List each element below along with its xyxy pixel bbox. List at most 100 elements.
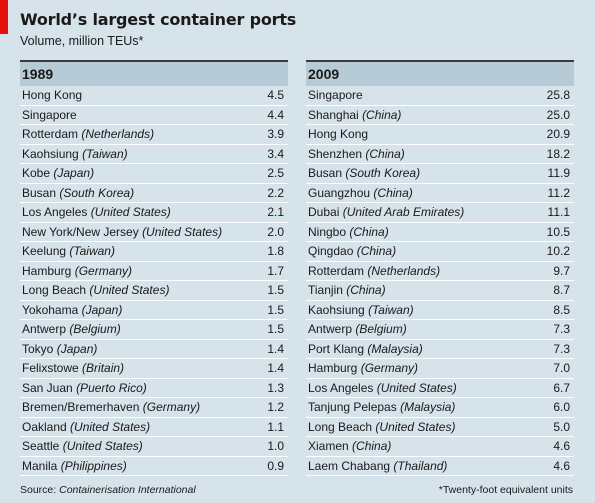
port-volume: 9.7 xyxy=(553,263,570,278)
port-name: Busan xyxy=(22,185,57,200)
table-row: Oakland (United States) 1.1 xyxy=(20,418,288,437)
port-name: Busan xyxy=(308,166,343,180)
port-name: Kaohsiung xyxy=(22,146,79,161)
table-row: Long Beach (United States) 1.5 xyxy=(20,281,288,301)
port-country: (China) xyxy=(365,146,405,161)
table-header: 2009 xyxy=(306,60,574,86)
source-note: Source: Containerisation International xyxy=(20,484,196,496)
port-name: Singapore xyxy=(22,107,77,122)
port-country: (Taiwan) xyxy=(82,146,128,161)
table-row: Xiamen (China) 4.6 xyxy=(306,437,574,457)
port-country: (United States) xyxy=(375,419,456,434)
port-volume: 0.9 xyxy=(267,458,284,473)
port-volume: 11.1 xyxy=(547,205,570,219)
port-country: (United States) xyxy=(142,224,223,239)
table-row: Tianjin (China) 8.7 xyxy=(306,281,574,301)
port-name: Seattle xyxy=(22,439,60,453)
port-name: Rotterdam xyxy=(308,263,365,278)
table-row: Long Beach (United States) 5.0 xyxy=(306,418,574,437)
port-name: Antwerp xyxy=(22,322,67,336)
footnote: *Twenty-foot equivalent units xyxy=(438,484,573,496)
port-volume: 1.5 xyxy=(267,302,284,317)
table-row: Rotterdam (Netherlands) 9.7 xyxy=(306,262,574,281)
port-country: (Netherlands) xyxy=(367,263,441,278)
table-header: 1989 xyxy=(20,60,288,86)
port-volume: 18.2 xyxy=(546,146,570,161)
port-name: Guangzhou xyxy=(308,185,371,200)
port-volume: 1.4 xyxy=(267,341,284,356)
port-volume: 4.4 xyxy=(267,107,284,122)
port-volume: 2.0 xyxy=(267,224,284,239)
port-country: (United States) xyxy=(376,380,457,395)
port-volume: 8.7 xyxy=(553,283,570,297)
port-country: (Philippines) xyxy=(60,458,127,473)
port-country: (China) xyxy=(362,107,402,122)
port-name: Singapore xyxy=(308,88,363,102)
port-volume: 2.5 xyxy=(267,166,284,180)
table-row: Manila (Philippines) 0.9 xyxy=(20,457,288,476)
port-country: (China) xyxy=(346,283,386,297)
table-row: Qingdao (China) 10.2 xyxy=(306,242,574,262)
table-row: Laem Chabang (Thailand) 4.6 xyxy=(306,457,574,476)
table-row: Kaohsiung (Taiwan) 8.5 xyxy=(306,301,574,320)
table-row: Kobe (Japan) 2.5 xyxy=(20,164,288,184)
port-volume: 1.5 xyxy=(267,283,284,297)
port-name: Xiamen xyxy=(308,439,349,453)
port-name: Los Angeles xyxy=(22,205,88,219)
table-row: Ningbo (China) 10.5 xyxy=(306,223,574,242)
port-volume: 4.6 xyxy=(553,458,570,473)
port-name: Keelung xyxy=(22,244,67,258)
table-row: Rotterdam (Netherlands) 3.9 xyxy=(20,125,288,145)
table-row: Hamburg (Germany) 1.7 xyxy=(20,262,288,281)
port-name: Hamburg xyxy=(308,361,358,375)
table-row: Dubai (United Arab Emirates) 11.1 xyxy=(306,203,574,223)
port-country: (Netherlands) xyxy=(81,127,155,141)
chart-subtitle: Volume, million TEUs* xyxy=(20,34,144,48)
table-row: Antwerp (Belgium) 1.5 xyxy=(20,320,288,340)
port-country: (Thailand) xyxy=(393,458,448,473)
port-name: Kaohsiung xyxy=(308,302,365,317)
port-volume: 7.3 xyxy=(553,341,570,356)
brand-tab xyxy=(0,0,8,34)
table-row: New York/New Jersey (United States) 2.0 xyxy=(20,223,288,242)
port-name: Ningbo xyxy=(308,224,347,239)
port-volume: 7.0 xyxy=(553,361,570,375)
port-name: San Juan xyxy=(22,380,73,395)
port-country: (United Arab Emirates) xyxy=(342,205,465,219)
table-row: Shenzhen (China) 18.2 xyxy=(306,145,574,164)
table-row: Los Angeles (United States) 2.1 xyxy=(20,203,288,223)
port-volume: 10.2 xyxy=(546,244,570,258)
port-country: (Malaysia) xyxy=(400,400,456,414)
table-row: Keelung (Taiwan) 1.8 xyxy=(20,242,288,262)
port-name: Hamburg xyxy=(22,263,72,278)
table-row: Busan (South Korea) 2.2 xyxy=(20,184,288,203)
table-row: Guangzhou (China) 11.2 xyxy=(306,184,574,203)
port-country: (Puerto Rico) xyxy=(76,380,147,395)
port-name: Yokohama xyxy=(22,302,79,317)
port-country: (China) xyxy=(373,185,413,200)
port-name: Qingdao xyxy=(308,244,354,258)
port-volume: 11.9 xyxy=(547,166,570,180)
port-name: Dubai xyxy=(308,205,340,219)
port-volume: 3.4 xyxy=(267,146,284,161)
port-country: (United States) xyxy=(70,419,151,434)
port-name: Shenzhen xyxy=(308,146,363,161)
table-row: Kaohsiung (Taiwan) 3.4 xyxy=(20,145,288,164)
table-2009: 2009 Singapore 25.8 Shanghai (China) 25.0 Ho… xyxy=(306,60,574,476)
port-name: Kobe xyxy=(22,166,51,180)
table-row: Hong Kong 20.9 xyxy=(306,125,574,145)
port-name: Port Klang xyxy=(308,341,365,356)
port-country: (China) xyxy=(352,439,392,453)
port-volume: 4.5 xyxy=(267,88,284,102)
port-country: (Japan) xyxy=(53,166,95,180)
port-name: Felixstowe xyxy=(22,361,79,375)
port-volume: 2.1 xyxy=(267,205,284,219)
port-country: (South Korea) xyxy=(345,166,421,180)
port-name: Tanjung Pelepas xyxy=(308,400,397,414)
port-volume: 1.1 xyxy=(267,419,284,434)
port-name: Bremen/Bremerhaven xyxy=(22,400,140,414)
port-country: (Germany) xyxy=(360,361,419,375)
port-name: Long Beach xyxy=(308,419,373,434)
port-volume: 10.5 xyxy=(546,224,570,239)
port-country: (Germany) xyxy=(142,400,201,414)
